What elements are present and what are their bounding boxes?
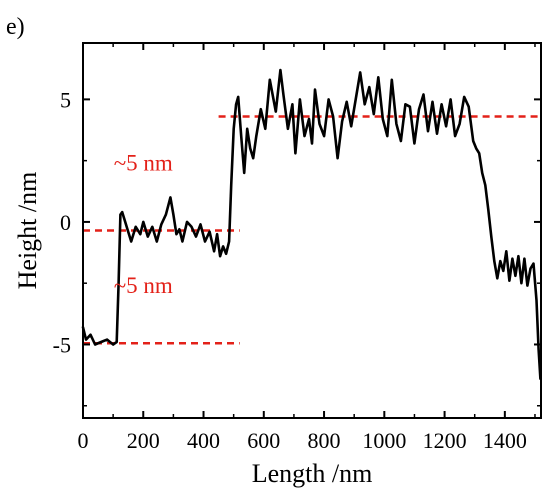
x-tick-label: 1200 [423,428,467,453]
y-tick-label: 0 [60,210,71,235]
y-axis-title: Height /nm [13,172,42,290]
step-height-annotation-2: ~5 nm [114,273,173,298]
x-tick-label: 600 [247,428,280,453]
x-axis-title: Length /nm [252,459,373,488]
x-tick-label: 400 [187,428,220,453]
x-tick-label: 1400 [483,428,527,453]
axis-ticks: 0 200 400 600 800 1000 1200 1400 -5 0 5 [53,43,541,453]
step-height-annotation-1: ~5 nm [114,150,173,175]
plot-marks: ~5 nm ~5 nm [81,68,542,381]
y-tick-label: 5 [60,87,71,112]
y-tick-label: -5 [53,332,71,357]
x-tick-label: 200 [127,428,160,453]
panel-label: e) [6,14,25,40]
height-profile-line [81,68,542,381]
plot-frame [82,42,542,419]
x-tick-label: 1000 [362,428,406,453]
x-tick-label: 0 [78,428,89,453]
x-tick-label: 800 [308,428,341,453]
